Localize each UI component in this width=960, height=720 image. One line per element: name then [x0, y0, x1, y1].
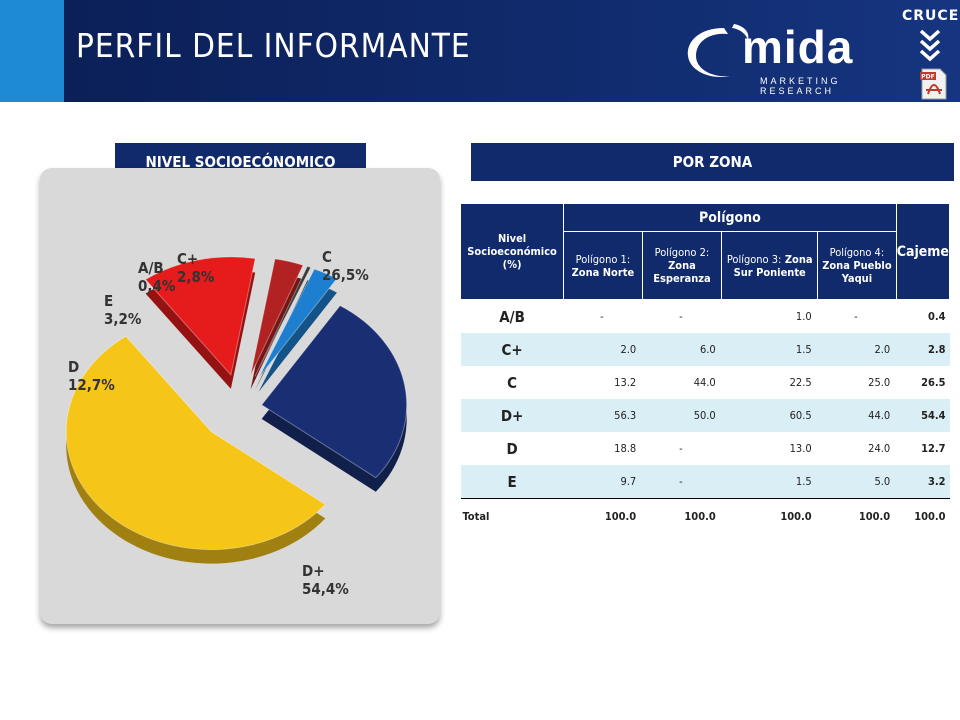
corner-header: Nivel Socioeconómico (%) [459, 203, 565, 300]
col-header-2: Polígono 2: Zona Esperanza [641, 231, 723, 300]
pie-slice-c [258, 268, 338, 379]
pie-label-cplus: C+ 2,8% [177, 250, 215, 286]
cell-total: 100.0 [721, 498, 818, 533]
cell: 25.0 [868, 376, 891, 389]
col-header-3: Polígono 3: Zona Sur Poniente [721, 231, 819, 300]
cruces-chevrons-icon[interactable] [918, 28, 942, 64]
cell: 22.5 [789, 376, 812, 389]
row-label: E [460, 465, 564, 499]
cell: 18.8 [614, 442, 637, 455]
pie-label-d: D 12,7% [68, 358, 115, 394]
row-label: D+ [460, 399, 564, 432]
table-row: A/B - - 1.0 - 0.4 [461, 300, 950, 334]
row-label: C+ [460, 333, 564, 366]
omida-swoosh-icon [687, 24, 749, 78]
poligono-header: Polígono [563, 203, 897, 232]
pie-slice-ab [254, 265, 312, 377]
cell: 1.0 [795, 310, 812, 323]
row-label: D [506, 439, 518, 458]
pie-label-dplus: D+ 54,4% [302, 562, 349, 598]
pie-slice-c [260, 304, 408, 479]
table-row-total: Total 100.0 100.0 100.0 100.0 100.0 [460, 498, 950, 533]
cell: 9.7 [563, 465, 643, 499]
brand-name: mida [742, 21, 854, 73]
cell: 2.0 [817, 333, 897, 366]
table-row: D 18.8 - 13.0 24.0 12.7 [461, 432, 950, 465]
header-bar: PERFIL DEL INFORMANTE mida MARKETING RES… [0, 0, 960, 102]
page-title: PERFIL DEL INFORMANTE [76, 26, 471, 65]
cell-total: 100.0 [817, 498, 897, 533]
pie-label-e: E 3,2% [104, 292, 142, 328]
cell: - [679, 310, 683, 323]
table-row: C 13.2 44.0 22.5 25.0 26.5 [461, 366, 950, 399]
cell: 56.3 [563, 399, 643, 432]
header-accent-block [0, 0, 64, 102]
cell: 50.0 [642, 399, 722, 432]
cell-cajeme: 0.4 [927, 310, 946, 323]
col-header-1: Polígono 1: Zona Norte [563, 231, 643, 300]
cell: 6.0 [642, 333, 722, 366]
pie-slice-d [65, 335, 327, 551]
cell: 5.0 [817, 465, 897, 499]
cell-cajeme: 3.2 [896, 465, 950, 499]
pie-label-c: C 26,5% [322, 248, 369, 284]
brand-subtitle: MARKETING RESEARCH [760, 76, 841, 96]
cell-cajeme: 26.5 [921, 376, 946, 389]
table-row: D+ 56.3 50.0 60.5 44.0 54.4 [460, 399, 950, 432]
pdf-icon[interactable]: PDF [920, 68, 948, 100]
col-header-4: Polígono 4: Zona Pueblo Yaqui [817, 231, 897, 300]
cell: - [600, 310, 604, 323]
cell: 24.0 [868, 442, 891, 455]
table-row: C+ 2.0 6.0 1.5 2.0 2.8 [460, 333, 950, 366]
cell-cajeme-total: 100.0 [896, 498, 950, 533]
pie-slice-e [250, 258, 304, 376]
pie-slice-side-c [258, 282, 337, 392]
cell: 44.0 [817, 399, 897, 432]
pie-label-ab: A/B 0,4% [138, 259, 176, 295]
cell: 44.0 [693, 376, 716, 389]
pie-slice-d [144, 256, 256, 376]
row-label-total: Total [460, 498, 564, 533]
cell: - [679, 442, 683, 455]
cell: - [854, 310, 858, 323]
cell: 1.5 [721, 333, 818, 366]
brand-logo: mida MARKETING RESEARCH [684, 20, 894, 96]
cell-cajeme: 2.8 [896, 333, 950, 366]
svg-text:PDF: PDF [921, 74, 934, 81]
cell: 13.2 [614, 376, 637, 389]
zona-table: Nivel Socioeconómico (%) Polígono Cajeme… [459, 203, 951, 533]
table-row: E 9.7 - 1.5 5.0 3.2 [460, 465, 950, 499]
pie-chart [65, 256, 408, 564]
row-label: A/B [499, 307, 525, 326]
cell: 1.5 [721, 465, 818, 499]
cell: 60.5 [721, 399, 818, 432]
section-title-zona: POR ZONA [471, 143, 954, 181]
cell: - [642, 465, 722, 499]
cell-cajeme: 12.7 [921, 442, 946, 455]
cell-cajeme: 54.4 [896, 399, 950, 432]
cell-total: 100.0 [563, 498, 643, 533]
cell: 13.0 [789, 442, 812, 455]
cell-total: 100.0 [642, 498, 722, 533]
cell: 2.0 [563, 333, 643, 366]
cajeme-header: Cajeme [895, 203, 951, 300]
row-label: C [507, 373, 518, 392]
cruces-label[interactable]: CRUCES [902, 8, 960, 24]
